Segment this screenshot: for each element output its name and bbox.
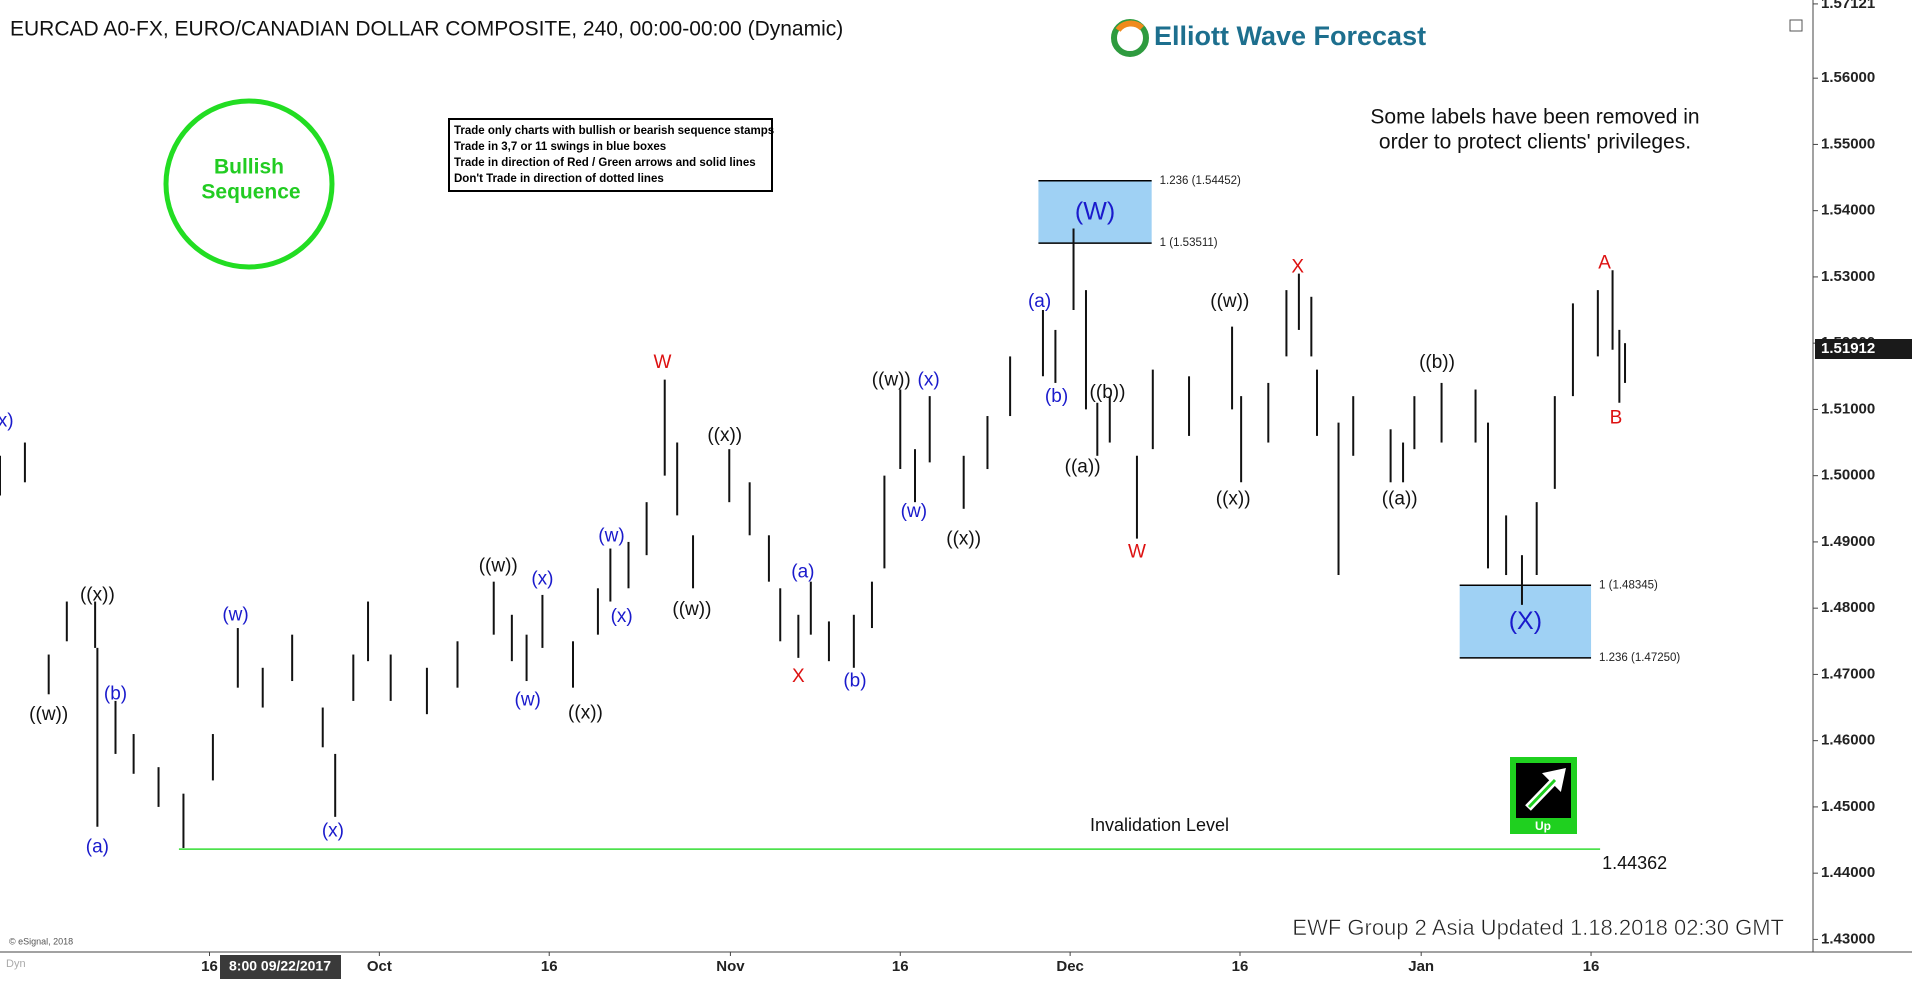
chart-title: EURCAD A0-FX, EURO/CANADIAN DOLLAR COMPO…: [10, 18, 843, 41]
rule-text: Don't Trade in direction of dotted lines: [454, 173, 664, 185]
x-tick-label: Jan: [1408, 958, 1434, 975]
invalidation-value: 1.44362: [1602, 853, 1667, 873]
rules-box: Trade only charts with bullish or bearis…: [448, 118, 774, 192]
wave-label: x): [0, 410, 14, 431]
y-tick-label: 1.56000: [1821, 69, 1875, 86]
wave-label: ((x)): [1216, 489, 1251, 510]
x-tick-label: Nov: [716, 958, 745, 975]
x-tick-label: Dec: [1056, 958, 1084, 975]
bullish-stamp: Bullish Sequence: [163, 98, 335, 270]
logo: Elliott Wave Forecast: [1111, 19, 1426, 57]
x-tick-label: Oct: [367, 958, 392, 975]
wave-label: (b): [104, 683, 127, 704]
wave-label: (b): [843, 671, 866, 692]
wave-label: ((a)): [1065, 457, 1101, 478]
signal-box: Up: [1510, 757, 1577, 834]
y-tick-label: 1.45000: [1821, 798, 1875, 815]
notice-text: order to protect clients' privileges.: [1379, 131, 1691, 154]
last-price-box: [1815, 339, 1912, 360]
y-tick-label: 1.50000: [1821, 467, 1875, 484]
x-tick-label: 16: [892, 958, 909, 975]
signal-text: Up: [1535, 819, 1551, 833]
y-tick-label: 1.48000: [1821, 599, 1875, 616]
wave-label: ((w)): [479, 555, 518, 576]
wave-label: (b): [1045, 386, 1068, 407]
x-tick-label: 16: [201, 958, 218, 975]
y-tick-label: 1.53000: [1821, 268, 1875, 285]
wave-label: (w): [598, 526, 624, 547]
invalidation-label: Invalidation Level: [1090, 815, 1229, 835]
wave-label: ((x)): [707, 425, 742, 446]
y-tick-label: 1.46000: [1821, 732, 1875, 749]
y-tick-label: 1.47000: [1821, 665, 1875, 682]
logo-icon-arc: [1115, 20, 1145, 32]
wave-label: (a): [791, 561, 814, 582]
rule-text: Trade only charts with bullish or bearis…: [454, 125, 774, 137]
overlay: EURCAD A0-FX, EURO/CANADIAN DOLLAR COMPO…: [6, 18, 1803, 970]
fib-label: 1 (1.48345): [1599, 579, 1658, 591]
wave-label: ((b)): [1419, 352, 1455, 373]
plot-area: x) ((w)) ((x)) (b) (a) (w) (x) ((w)) (x) (w) ((x))…: [0, 179, 1627, 857]
wave-label: ((x)): [568, 703, 603, 724]
y-tick-label: 1.49000: [1821, 533, 1875, 550]
wave-label: W: [653, 352, 671, 373]
box-label: (X): [1509, 607, 1542, 635]
stamp-text: Sequence: [201, 181, 300, 204]
wave-label: ((w)): [672, 599, 711, 620]
wave-label: ((a)): [1382, 489, 1418, 510]
wave-label: (x): [611, 606, 633, 627]
wave-label: (a): [1028, 291, 1051, 312]
rule-text: Trade in direction of Red / Green arrows…: [454, 157, 756, 169]
wave-label: (w): [515, 689, 541, 710]
window-icon: [1789, 19, 1803, 32]
wave-label: ((w)): [872, 369, 911, 390]
stamp-text: Bullish: [214, 156, 284, 179]
y-tick-label: 1.55000: [1821, 135, 1875, 152]
x-tick-label: 16: [541, 958, 558, 975]
signal-arrow-core: [1527, 778, 1557, 809]
fib-label: 1.236 (1.47250): [1599, 652, 1680, 664]
rules-frame: [448, 118, 773, 192]
target-box: [1459, 585, 1592, 658]
wave-label: (w): [222, 604, 248, 625]
fib-label: 1.236 (1.54452): [1160, 175, 1241, 187]
y-tick-label: 1.43000: [1821, 930, 1875, 947]
wave-label: W: [1128, 542, 1146, 563]
y-tick-label: 1.57121: [1821, 0, 1875, 12]
last-price: 1.51912: [1821, 340, 1875, 357]
wave-label: ((w)): [1210, 291, 1249, 312]
mode-label: Dyn: [6, 958, 26, 970]
y-tick-label: 1.51000: [1821, 400, 1875, 417]
wave-label: (w): [901, 501, 927, 522]
rule-text: Trade in 3,7 or 11 swings in blue boxes: [454, 141, 666, 153]
wave-label: X: [792, 666, 805, 687]
footer-text: EWF Group 2 Asia Updated 1.18.2018 02:30…: [1292, 915, 1784, 940]
wave-label: (a): [86, 836, 109, 857]
wave-label: (x): [322, 820, 344, 841]
notice-text: Some labels have been removed in: [1370, 106, 1699, 129]
wave-label: ((w)): [29, 704, 68, 725]
y-tick-label: 1.54000: [1821, 202, 1875, 219]
box-label: (W): [1075, 198, 1115, 226]
wave-label: ((b)): [1090, 382, 1126, 403]
wave-label: ((x)): [80, 585, 115, 606]
target-box: [1038, 180, 1152, 244]
fib-label: 1 (1.53511): [1160, 237, 1218, 249]
x-tick-label: 16: [1583, 958, 1600, 975]
wave-label: ((x)): [946, 528, 981, 549]
wave-label: A: [1598, 253, 1611, 274]
wave-label: B: [1610, 408, 1623, 429]
x-tick-label: 16: [1232, 958, 1249, 975]
stamp-circle: [163, 98, 335, 270]
logo-text: Elliott Wave Forecast: [1154, 21, 1426, 51]
copyright: © eSignal, 2018: [9, 936, 73, 946]
cursor-box: [220, 955, 341, 979]
cursor-label: 8:00 09/22/2017: [229, 958, 331, 974]
wave-label: (x): [531, 569, 553, 590]
y-tick-label: 1.44000: [1821, 864, 1875, 881]
wave-label: X: [1291, 257, 1304, 278]
wave-label: (x): [918, 369, 940, 390]
